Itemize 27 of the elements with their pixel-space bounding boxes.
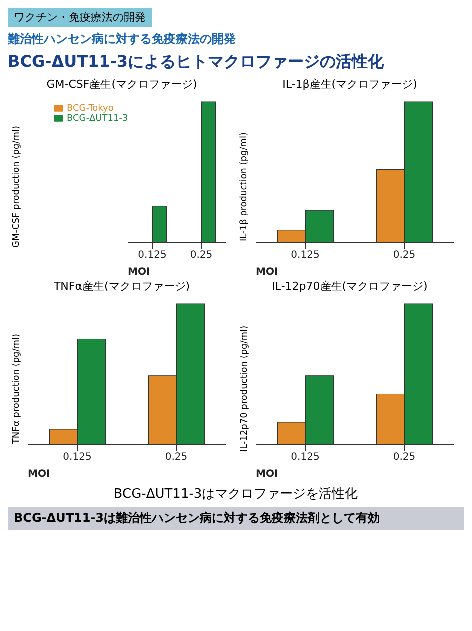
x-tick-label: 0.125 bbox=[138, 250, 167, 262]
x-tick-label: 0.125 bbox=[63, 452, 92, 464]
chart-title: TNFα産生(マクロファージ) bbox=[54, 279, 190, 294]
x-axis-title: MOI bbox=[256, 267, 278, 278]
x-tick-label: 0.25 bbox=[190, 250, 213, 262]
y-axis-title: GM-CSF production (pg/ml) bbox=[12, 126, 22, 248]
text: 難治性ハンセン病に対する免疫療法の開発 bbox=[8, 31, 237, 48]
x-tick-label: 0.25 bbox=[393, 452, 416, 464]
chart-title: GM-CSF産生(マクロファージ) bbox=[46, 77, 198, 92]
legend-label: BCG-Tokyo bbox=[67, 104, 114, 114]
text: BCG-ΔUT11-3によるヒトマクロファージの活性化 bbox=[8, 52, 386, 73]
text: BCG-ΔUT11-3はマクロファージを活性化 bbox=[112, 486, 360, 503]
x-tick-label: 0.25 bbox=[393, 250, 416, 262]
x-tick-label: 0.125 bbox=[291, 250, 320, 262]
y-axis-title: IL-1β production (pg/ml) bbox=[240, 132, 250, 242]
chart-title: IL-1β産生(マクロファージ) bbox=[282, 77, 418, 92]
x-axis-title: MOI bbox=[28, 469, 50, 480]
x-axis-title: MOI bbox=[128, 267, 150, 278]
text: BCG-ΔUT11-3は難治性ハンセン病に対する免疫療法剤として有効 bbox=[8, 507, 464, 530]
text: ワクチン・免疫療法の開発 bbox=[8, 8, 152, 27]
x-tick-label: 0.125 bbox=[291, 452, 320, 464]
x-tick-label: 0.25 bbox=[165, 452, 188, 464]
chart-title: IL-12p70産生(マクロファージ) bbox=[272, 279, 428, 294]
y-axis-title: TNFα production (pg/ml) bbox=[12, 333, 22, 444]
legend-label: BCG-ΔUT11-3 bbox=[67, 114, 128, 124]
x-axis-title: MOI bbox=[256, 469, 278, 480]
y-axis-title: IL-12p70 production (pg/ml) bbox=[240, 325, 250, 452]
